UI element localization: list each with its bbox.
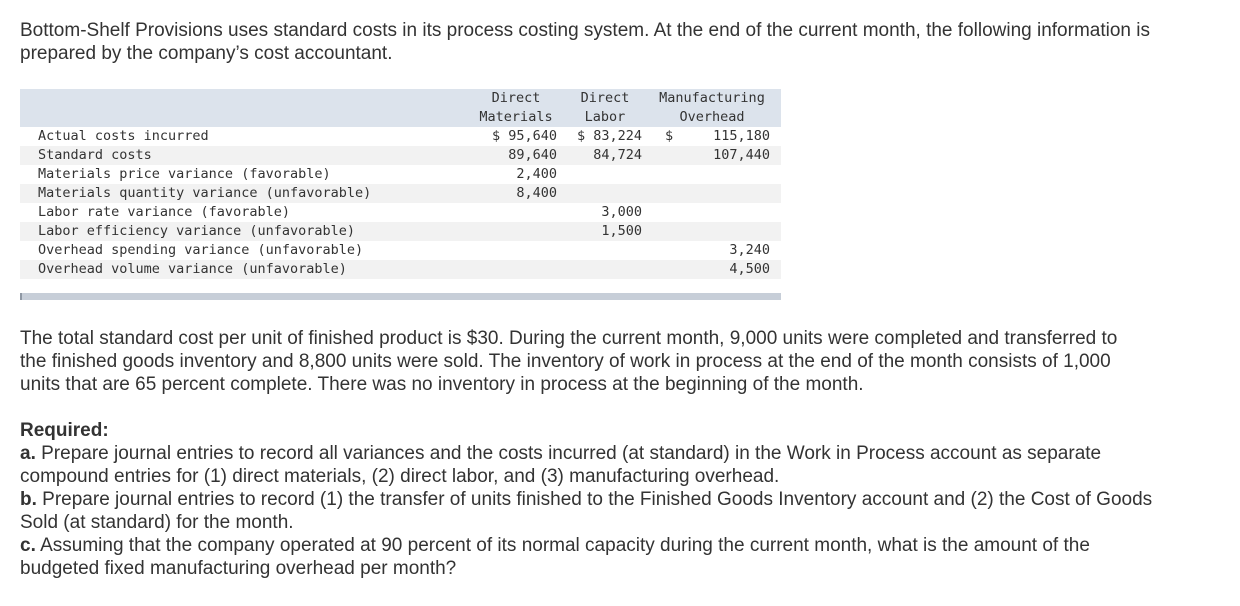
cell-manufacturing-overhead: 115,180 bbox=[713, 128, 770, 144]
row-label: Actual costs incurred bbox=[38, 128, 209, 144]
cell-direct-labor: $ 83,224 bbox=[576, 128, 642, 144]
header-manufacturing-overhead: Manufacturing Overhead bbox=[659, 90, 765, 125]
cell-manufacturing-overhead: 107,440 bbox=[713, 147, 770, 163]
required-text: Sold (at standard) for the month. bbox=[20, 512, 294, 533]
cell-direct-labor: 1,500 bbox=[601, 223, 642, 239]
required-text: budgeted fixed manufacturing overhead pe… bbox=[20, 558, 457, 579]
table-body: Actual costs incurred $ 95,640 $ 83,224 $11… bbox=[20, 127, 781, 279]
cell-direct-materials: 8,400 bbox=[516, 185, 557, 201]
row-label: Overhead volume variance (unfavorable) bbox=[38, 261, 347, 277]
body-line: The total standard cost per unit of fini… bbox=[20, 328, 1118, 349]
cell-direct-labor: 3,000 bbox=[601, 204, 642, 220]
required-text: Prepare journal entries to record all va… bbox=[35, 443, 1102, 464]
required-heading: Required: bbox=[20, 420, 109, 441]
table-row: Materials price variance (favorable) 2,40… bbox=[20, 165, 781, 184]
row-label: Materials quantity variance (unfavorable… bbox=[38, 185, 372, 201]
table-row: Overhead volume variance (unfavorable) 4,… bbox=[20, 260, 781, 279]
required-letter: a. bbox=[20, 443, 36, 464]
cell-direct-materials: 2,400 bbox=[516, 166, 557, 182]
table-row: Labor efficiency variance (unfavorable) 1… bbox=[20, 222, 781, 241]
required-item-a: a. Prepare journal entries to record all… bbox=[20, 442, 1210, 488]
required-item-c: c. Assuming that the company operated at… bbox=[20, 534, 1210, 580]
cell-direct-materials: $ 95,640 bbox=[491, 128, 557, 144]
row-label: Overhead spending variance (unfavorable) bbox=[38, 242, 364, 258]
required-item-b: b. Prepare journal entries to record (1)… bbox=[20, 488, 1210, 534]
row-label: Standard costs bbox=[38, 147, 152, 163]
row-label: Materials price variance (favorable) bbox=[38, 166, 331, 182]
header-direct-materials: Direct Materials bbox=[479, 90, 553, 125]
cell-direct-labor: 84,724 bbox=[593, 147, 642, 163]
table-row: Labor rate variance (favorable) 3,000 bbox=[20, 203, 781, 222]
body-paragraph: The total standard cost per unit of fini… bbox=[20, 327, 1210, 396]
cell-overhead-dollar: $ bbox=[665, 128, 674, 144]
table-row: Materials quantity variance (unfavorable… bbox=[20, 184, 781, 203]
required-letter: c. bbox=[20, 535, 36, 556]
table-row: Actual costs incurred $ 95,640 $ 83,224 $11… bbox=[20, 127, 781, 146]
body-line: the finished goods inventory and 8,800 u… bbox=[20, 351, 1111, 372]
required-text: Prepare journal entries to record (1) th… bbox=[36, 489, 1153, 510]
intro-line: prepared by the company’s cost accountan… bbox=[20, 43, 393, 64]
cell-manufacturing-overhead: 3,240 bbox=[729, 242, 770, 258]
required-letter: b. bbox=[20, 489, 37, 510]
body-line: units that are 65 percent complete. Ther… bbox=[20, 374, 864, 395]
table-row: Standard costs 89,640 84,724 107,440 bbox=[20, 146, 781, 165]
row-label: Labor rate variance (favorable) bbox=[38, 204, 290, 220]
required-section: Required: a. Prepare journal entries to … bbox=[20, 419, 1210, 580]
intro-line: Bottom-Shelf Provisions uses standard co… bbox=[20, 20, 1150, 41]
table-row: Overhead spending variance (unfavorable)… bbox=[20, 241, 781, 260]
required-text: Assuming that the company operated at 90… bbox=[35, 535, 1090, 556]
table-bottom-bar bbox=[20, 293, 781, 300]
cost-data-table: Direct Materials Direct Labor Manufactur… bbox=[20, 89, 781, 300]
required-text: compound entries for (1) direct material… bbox=[20, 466, 780, 487]
cell-direct-materials: 89,640 bbox=[508, 147, 557, 163]
cell-manufacturing-overhead: 4,500 bbox=[729, 261, 770, 277]
row-label: Labor efficiency variance (unfavorable) bbox=[38, 223, 355, 239]
table-header: Direct Materials Direct Labor Manufactur… bbox=[20, 89, 781, 127]
intro-paragraph: Bottom-Shelf Provisions uses standard co… bbox=[20, 19, 1210, 65]
header-direct-labor: Direct Labor bbox=[580, 90, 630, 125]
